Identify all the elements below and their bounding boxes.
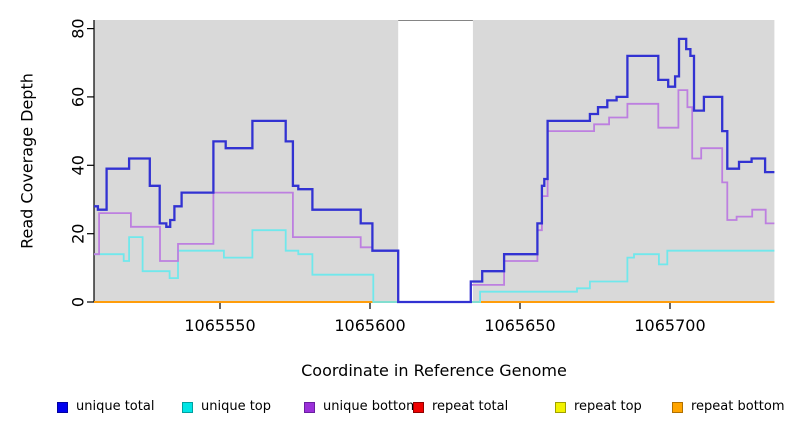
series-unique-top bbox=[94, 229, 775, 303]
y-tick-label: 40 bbox=[69, 155, 88, 175]
legend-label: repeat top bbox=[574, 399, 642, 414]
x-axis-title: Coordinate in Reference Genome bbox=[301, 361, 567, 380]
legend-item-repeat-bottom: repeat bottom bbox=[672, 399, 785, 415]
legend-item-repeat-top: repeat top bbox=[555, 399, 642, 415]
coverage-region-shading bbox=[472, 20, 775, 302]
legend-label: unique top bbox=[201, 399, 272, 414]
legend-swatch-icon bbox=[672, 401, 683, 413]
y-tick-label: 0 bbox=[69, 297, 88, 307]
legend-label: repeat total bbox=[432, 399, 509, 414]
legend-item-repeat-total: repeat total bbox=[413, 399, 508, 415]
legend-swatch-icon bbox=[413, 401, 424, 413]
coverage-region-shading bbox=[94, 20, 399, 302]
y-tick-label: 20 bbox=[69, 224, 88, 244]
x-tick-label: 1065650 bbox=[484, 316, 555, 335]
y-axis-title: Read Coverage Depth bbox=[17, 73, 37, 249]
y-tick-label: 80 bbox=[69, 18, 88, 38]
series-unique-total bbox=[94, 37, 775, 304]
legend-item-unique-total: unique total bbox=[57, 399, 154, 415]
y-tick-label: 60 bbox=[69, 87, 88, 107]
x-tick-label: 1065700 bbox=[634, 316, 705, 335]
x-tick-label: 1065600 bbox=[334, 316, 405, 335]
legend-swatch-icon bbox=[304, 401, 315, 413]
legend-swatch-icon bbox=[182, 401, 193, 413]
legend-label: unique total bbox=[76, 399, 155, 414]
x-tick-label: 1065550 bbox=[184, 316, 255, 335]
legend-swatch-icon bbox=[555, 401, 566, 413]
legend-label: unique bottom bbox=[323, 399, 419, 414]
legend: unique total unique top unique bottom repea… bbox=[0, 399, 792, 417]
legend-item-unique-top: unique top bbox=[182, 399, 271, 415]
legend-label: repeat bottom bbox=[691, 399, 785, 414]
legend-swatch-icon bbox=[57, 401, 68, 413]
legend-item-unique-bottom: unique bottom bbox=[304, 399, 419, 415]
